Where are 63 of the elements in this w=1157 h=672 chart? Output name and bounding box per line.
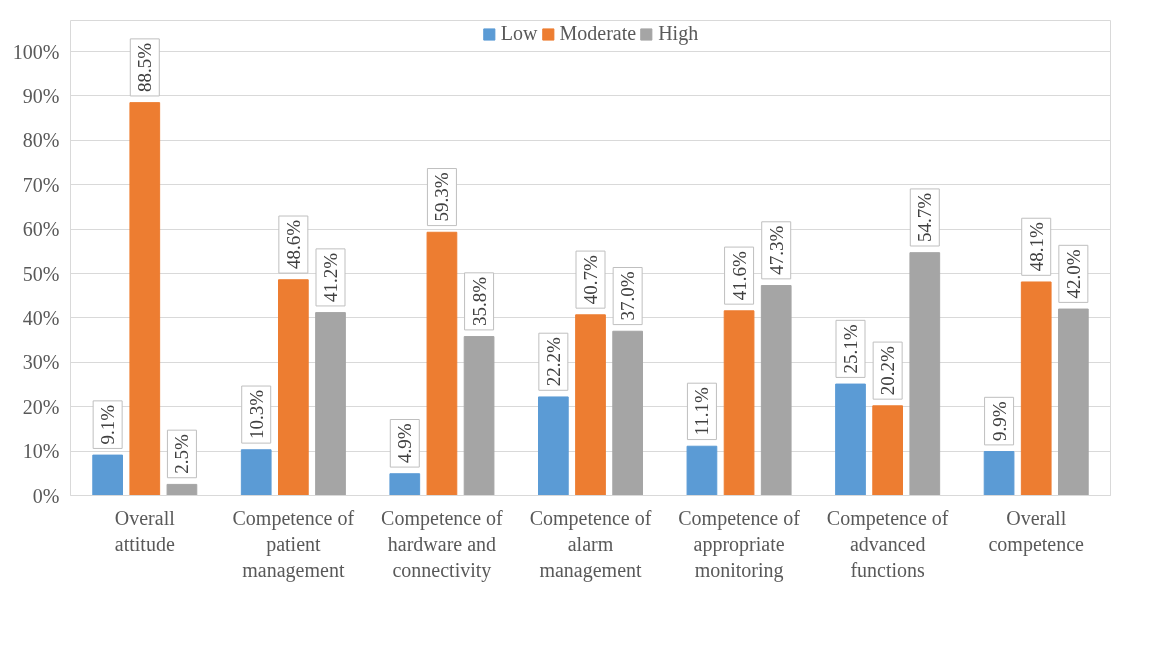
data-label: 88.5% bbox=[134, 42, 156, 92]
y-tick-label: 90% bbox=[22, 84, 60, 107]
x-tick-label: Overall attitude bbox=[114, 506, 176, 555]
data-label: 41.2% bbox=[320, 252, 341, 302]
bar bbox=[240, 449, 272, 496]
bar bbox=[575, 314, 606, 496]
x-tick-label: Competence of advanced functions bbox=[826, 506, 949, 582]
data-label: 20.2% bbox=[877, 345, 899, 396]
data-label: 2.5% bbox=[171, 433, 193, 474]
y-tick-label: 100% bbox=[12, 40, 60, 63]
data-label: 4.9% bbox=[394, 423, 416, 464]
bar bbox=[389, 473, 421, 496]
data-label: 9.1% bbox=[97, 404, 119, 445]
data-label: 48.6% bbox=[282, 219, 304, 270]
bar bbox=[686, 445, 718, 496]
legend-label: Low bbox=[500, 22, 538, 45]
bar bbox=[463, 336, 495, 496]
data-label: 37.0% bbox=[617, 271, 639, 321]
y-tick-label: 20% bbox=[22, 395, 60, 418]
data-label: 22.2% bbox=[542, 337, 564, 387]
data-label: 47.3% bbox=[765, 225, 787, 275]
bar bbox=[760, 285, 792, 496]
y-tick-label: 70% bbox=[22, 173, 60, 196]
bar bbox=[909, 252, 941, 496]
bar bbox=[612, 330, 643, 496]
data-label: 48.1% bbox=[1025, 222, 1047, 272]
bar bbox=[983, 451, 1015, 496]
bar bbox=[835, 383, 866, 496]
bar bbox=[166, 483, 198, 496]
data-label: 59.3% bbox=[431, 172, 453, 222]
data-label: 41.6% bbox=[728, 250, 750, 301]
y-tick-label: 10% bbox=[22, 440, 60, 463]
x-tick-label: Competence of patient management bbox=[232, 506, 355, 583]
data-label: 40.7% bbox=[580, 254, 601, 305]
bar bbox=[538, 396, 569, 496]
data-label: 35.8% bbox=[468, 276, 490, 326]
y-tick-label: 0% bbox=[32, 484, 60, 507]
y-tick-label: 30% bbox=[22, 351, 60, 374]
x-tick-label: Competence of hardware and connectivity bbox=[381, 506, 504, 583]
x-tick-label: Overall competence bbox=[988, 506, 1085, 556]
x-tick-label: Competence of alarm management bbox=[529, 506, 652, 583]
bar bbox=[1058, 308, 1089, 496]
bar bbox=[872, 405, 903, 496]
bar bbox=[278, 279, 309, 496]
data-label: 10.3% bbox=[245, 389, 267, 440]
bar bbox=[1020, 281, 1052, 496]
y-tick-label: 80% bbox=[22, 129, 60, 152]
bar bbox=[129, 102, 161, 496]
y-tick-label: 50% bbox=[22, 262, 60, 285]
data-label: 11.1% bbox=[691, 387, 713, 436]
data-label: 54.7% bbox=[914, 192, 936, 243]
data-label: 42.0% bbox=[1062, 249, 1084, 299]
legend-label: Moderate bbox=[559, 22, 637, 45]
bar bbox=[315, 312, 346, 496]
y-tick-label: 40% bbox=[22, 306, 60, 329]
data-label: 9.9% bbox=[988, 401, 1010, 441]
y-tick-label: 60% bbox=[22, 218, 60, 241]
x-tick-label: Competence of appropriate monitoring bbox=[678, 506, 801, 583]
bar bbox=[723, 310, 755, 496]
legend-label: High bbox=[658, 22, 699, 45]
bar bbox=[92, 454, 123, 496]
bar bbox=[426, 231, 458, 496]
data-label: 25.1% bbox=[840, 324, 861, 374]
